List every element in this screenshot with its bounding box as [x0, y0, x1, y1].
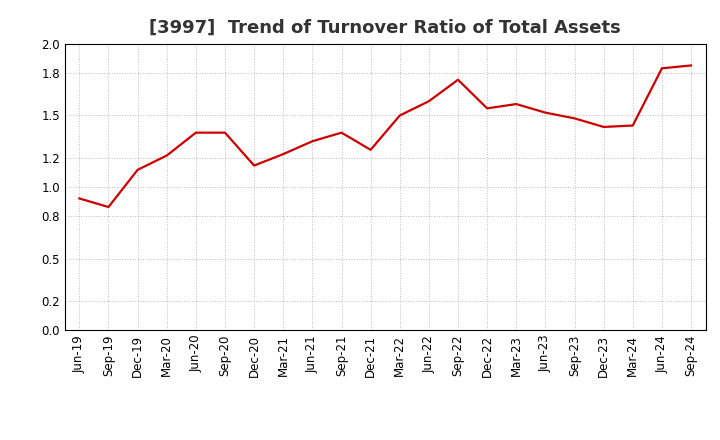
Title: [3997]  Trend of Turnover Ratio of Total Assets: [3997] Trend of Turnover Ratio of Total …: [149, 19, 621, 37]
